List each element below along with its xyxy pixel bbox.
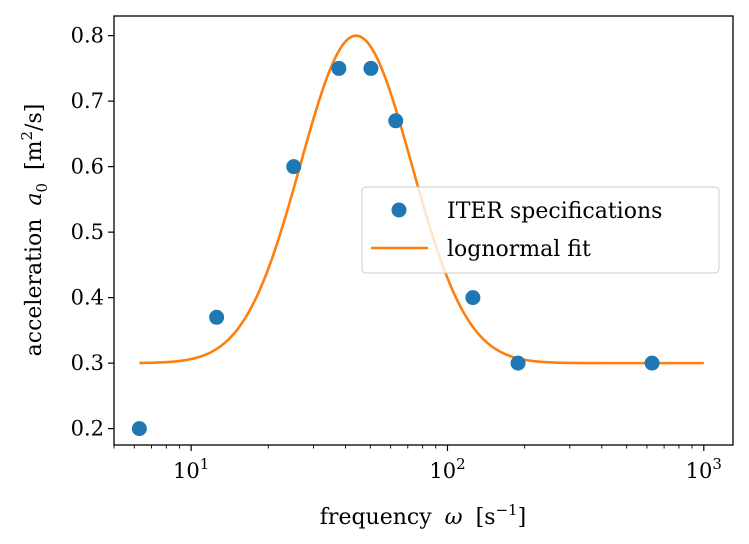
x-axis: 101 102 103: [113, 445, 722, 483]
x-tick-label: 101: [173, 455, 209, 483]
y-tick-label: 0.7: [71, 89, 104, 113]
y-tick-label: 0.4: [71, 286, 104, 310]
legend-marker-iter: [391, 202, 407, 218]
x-axis-label: frequency ω [s−1]: [320, 501, 526, 530]
x-axis-label-exp: −1: [495, 501, 517, 519]
y-tick-label: 0.8: [71, 24, 104, 48]
legend: ITER specifications lognormal fit: [361, 186, 720, 274]
y-axis-label: acceleration a0 [m2/s]: [18, 104, 53, 357]
y-axis-label-sub: 0: [33, 183, 51, 193]
data-point: [388, 113, 404, 129]
data-point: [209, 309, 225, 325]
x-tick-label: 103: [686, 455, 722, 483]
y-tick-label: 0.6: [71, 155, 104, 179]
y-axis: 0.2 0.3 0.4 0.5 0.6 0.7 0.8: [71, 24, 114, 441]
y-axis-label-symbol: a: [22, 192, 47, 205]
data-point: [286, 159, 302, 175]
data-point: [131, 421, 147, 437]
plot-frame: [113, 15, 734, 446]
data-point: [644, 355, 660, 371]
x-axis-label-symbol: ω: [445, 505, 463, 530]
y-tick-label: 0.5: [71, 220, 104, 244]
y-axis-label-word: acceleration: [22, 219, 47, 357]
x-axis-label-unit: [s: [476, 505, 496, 530]
data-point: [510, 355, 526, 371]
y-axis-label-exp: 2: [18, 131, 36, 141]
x-axis-label-word: frequency: [320, 505, 432, 530]
y-axis-label-unit: [m: [22, 140, 47, 170]
x-tick-label: 102: [429, 455, 465, 483]
legend-box: [361, 186, 720, 274]
data-point: [331, 60, 347, 76]
x-axis-label-close: ]: [518, 505, 527, 530]
data-point: [465, 290, 481, 306]
data-point: [363, 60, 379, 76]
legend-label-fit: lognormal fit: [447, 237, 591, 262]
y-axis-label-close: /s]: [22, 104, 47, 131]
legend-label-iter: ITER specifications: [447, 199, 662, 224]
points-layer: [131, 60, 660, 437]
y-tick-label: 0.2: [71, 417, 104, 441]
y-tick-label: 0.3: [71, 351, 104, 375]
